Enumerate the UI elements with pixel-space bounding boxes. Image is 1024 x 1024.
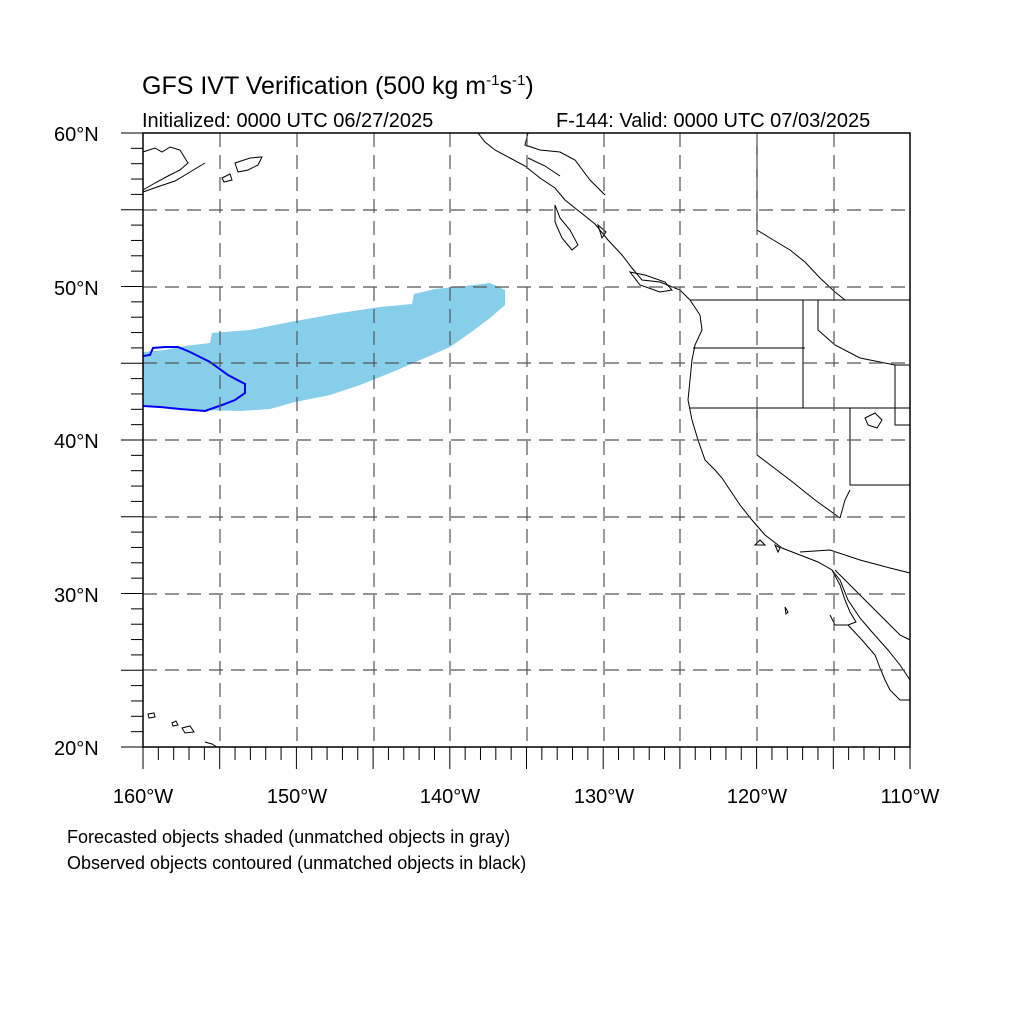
forecast-object xyxy=(143,283,505,411)
lat-label-40n: 40°N xyxy=(54,431,99,453)
lon-label-130w: 130°W xyxy=(573,786,635,808)
init-time-label: Initialized: 0000 UTC 06/27/2025 xyxy=(142,110,434,132)
coastlines xyxy=(142,132,911,748)
lat-label-30n: 30°N xyxy=(54,585,99,607)
lat-label-20n: 20°N xyxy=(54,738,99,760)
tick-marks xyxy=(121,132,911,769)
lon-label-110w: 110°W xyxy=(880,786,940,808)
lat-label-50n: 50°N xyxy=(54,278,99,300)
gridlines xyxy=(143,133,910,747)
lon-label-120w: 120°W xyxy=(726,786,788,808)
lon-label-140w: 140°W xyxy=(419,786,481,808)
lat-label-60n: 60°N xyxy=(54,124,99,146)
political-borders xyxy=(524,132,911,574)
lon-label-150w: 150°W xyxy=(266,786,328,808)
observed-contour xyxy=(142,346,246,413)
forecast-note: Forecasted objects shaded (unmatched obj… xyxy=(67,827,511,847)
lon-label-160w: 160°W xyxy=(112,786,174,808)
observed-note: Observed objects contoured (unmatched ob… xyxy=(67,853,527,873)
valid-time-label: F-144: Valid: 0000 UTC 07/03/2025 xyxy=(556,110,871,132)
chart-title: GFS IVT Verification (500 kg m-1s-1) xyxy=(142,72,534,100)
